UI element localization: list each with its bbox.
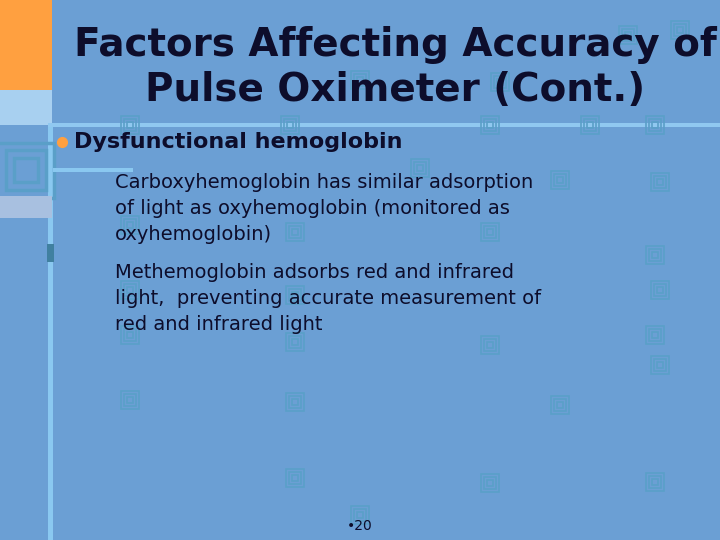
Text: Dysfunctional hemoglobin: Dysfunctional hemoglobin xyxy=(74,132,402,152)
FancyBboxPatch shape xyxy=(53,168,133,172)
FancyBboxPatch shape xyxy=(0,90,52,125)
Text: •20: •20 xyxy=(347,519,373,533)
FancyBboxPatch shape xyxy=(48,125,53,540)
FancyBboxPatch shape xyxy=(48,123,720,127)
FancyBboxPatch shape xyxy=(0,196,52,218)
Text: light,  preventing accurate measurement of: light, preventing accurate measurement o… xyxy=(115,288,541,307)
Text: of light as oxyhemoglobin (monitored as: of light as oxyhemoglobin (monitored as xyxy=(115,199,510,218)
Text: oxyhemoglobin): oxyhemoglobin) xyxy=(115,225,272,244)
FancyBboxPatch shape xyxy=(0,0,52,90)
Text: Methemoglobin adsorbs red and infrared: Methemoglobin adsorbs red and infrared xyxy=(115,262,514,281)
Text: Factors Affecting Accuracy of: Factors Affecting Accuracy of xyxy=(73,26,716,64)
FancyBboxPatch shape xyxy=(47,244,54,262)
Text: Pulse Oximeter (Cont.): Pulse Oximeter (Cont.) xyxy=(145,71,645,109)
Text: Carboxyhemoglobin has similar adsorption: Carboxyhemoglobin has similar adsorption xyxy=(115,172,534,192)
Text: red and infrared light: red and infrared light xyxy=(115,314,323,334)
